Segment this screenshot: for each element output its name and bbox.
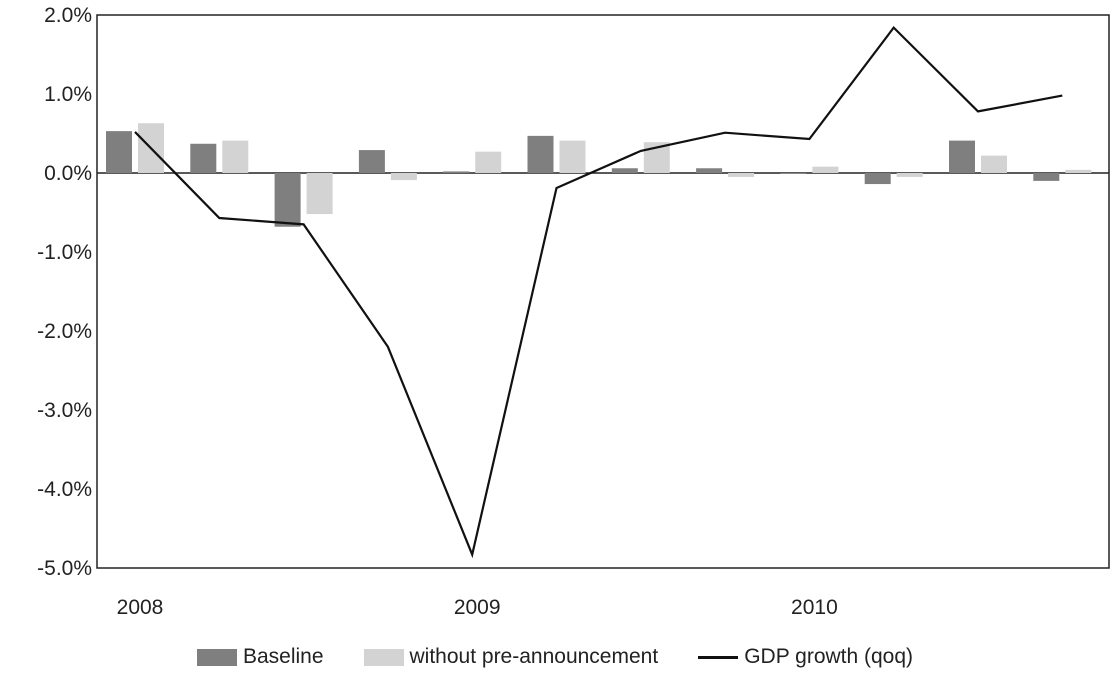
x-tick-label: 2009 [454,596,501,619]
legend-swatch-gdp-growth [698,655,739,659]
bar-without-pre-announcement [896,173,923,177]
bar-without-pre-announcement [1065,169,1092,173]
legend-swatch-without-pre-announcement [363,648,404,666]
bar-without-pre-announcement [222,140,249,173]
y-tick-label: 1.0% [44,83,92,106]
y-tick-label: 0.0% [44,162,92,185]
bar-without-pre-announcement [559,140,586,173]
bar-baseline [864,173,891,185]
bar-baseline [949,140,975,173]
x-tick-label: 2008 [117,596,164,619]
legend-item-gdp-growth: GDP growth (qoq) [698,645,913,669]
bar-without-pre-announcement [306,173,333,215]
bar-baseline [780,173,807,174]
bar-baseline [611,168,638,173]
bar-without-pre-announcement [728,173,755,177]
y-tick-label: -3.0% [37,399,92,422]
bar-without-pre-announcement [981,155,1007,173]
legend-label-baseline: Baseline [242,645,324,668]
legend-item-without-pre-announcement: without pre-announcement [363,645,659,669]
plot-frame [96,14,1110,569]
legend-label-without-pre-announcement: without pre-announcement [409,645,659,668]
legend-item-baseline: Baseline [196,645,324,669]
bar-baseline [1033,173,1060,181]
bar-baseline [190,143,217,173]
bar-without-pre-announcement [475,151,502,173]
y-tick-label: 2.0% [44,4,92,27]
bar-baseline [527,135,554,173]
bar-baseline [274,173,301,227]
bar-baseline [696,168,723,173]
x-tick-label: 2010 [791,596,838,619]
bar-baseline [358,150,385,173]
legend-swatch-baseline [196,648,237,666]
y-tick-label: -2.0% [37,320,92,343]
y-tick-label: -4.0% [37,478,92,501]
legend: Baseline without pre-announcement GDP gr… [0,640,1110,674]
bar-without-pre-announcement [390,173,417,181]
bar-baseline [443,171,470,173]
bar-baseline [106,131,132,173]
chart: 2.0% 1.0% 0.0% -1.0% -2.0% -3.0% -4.0% -5.0% 20… [37,4,1110,619]
y-tick-label: -1.0% [37,241,92,264]
bar-without-pre-announcement [812,166,839,173]
legend-label-gdp-growth: GDP growth (qoq) [744,645,914,668]
y-tick-label: -5.0% [37,557,92,580]
line-gdp-growth [134,25,1063,559]
